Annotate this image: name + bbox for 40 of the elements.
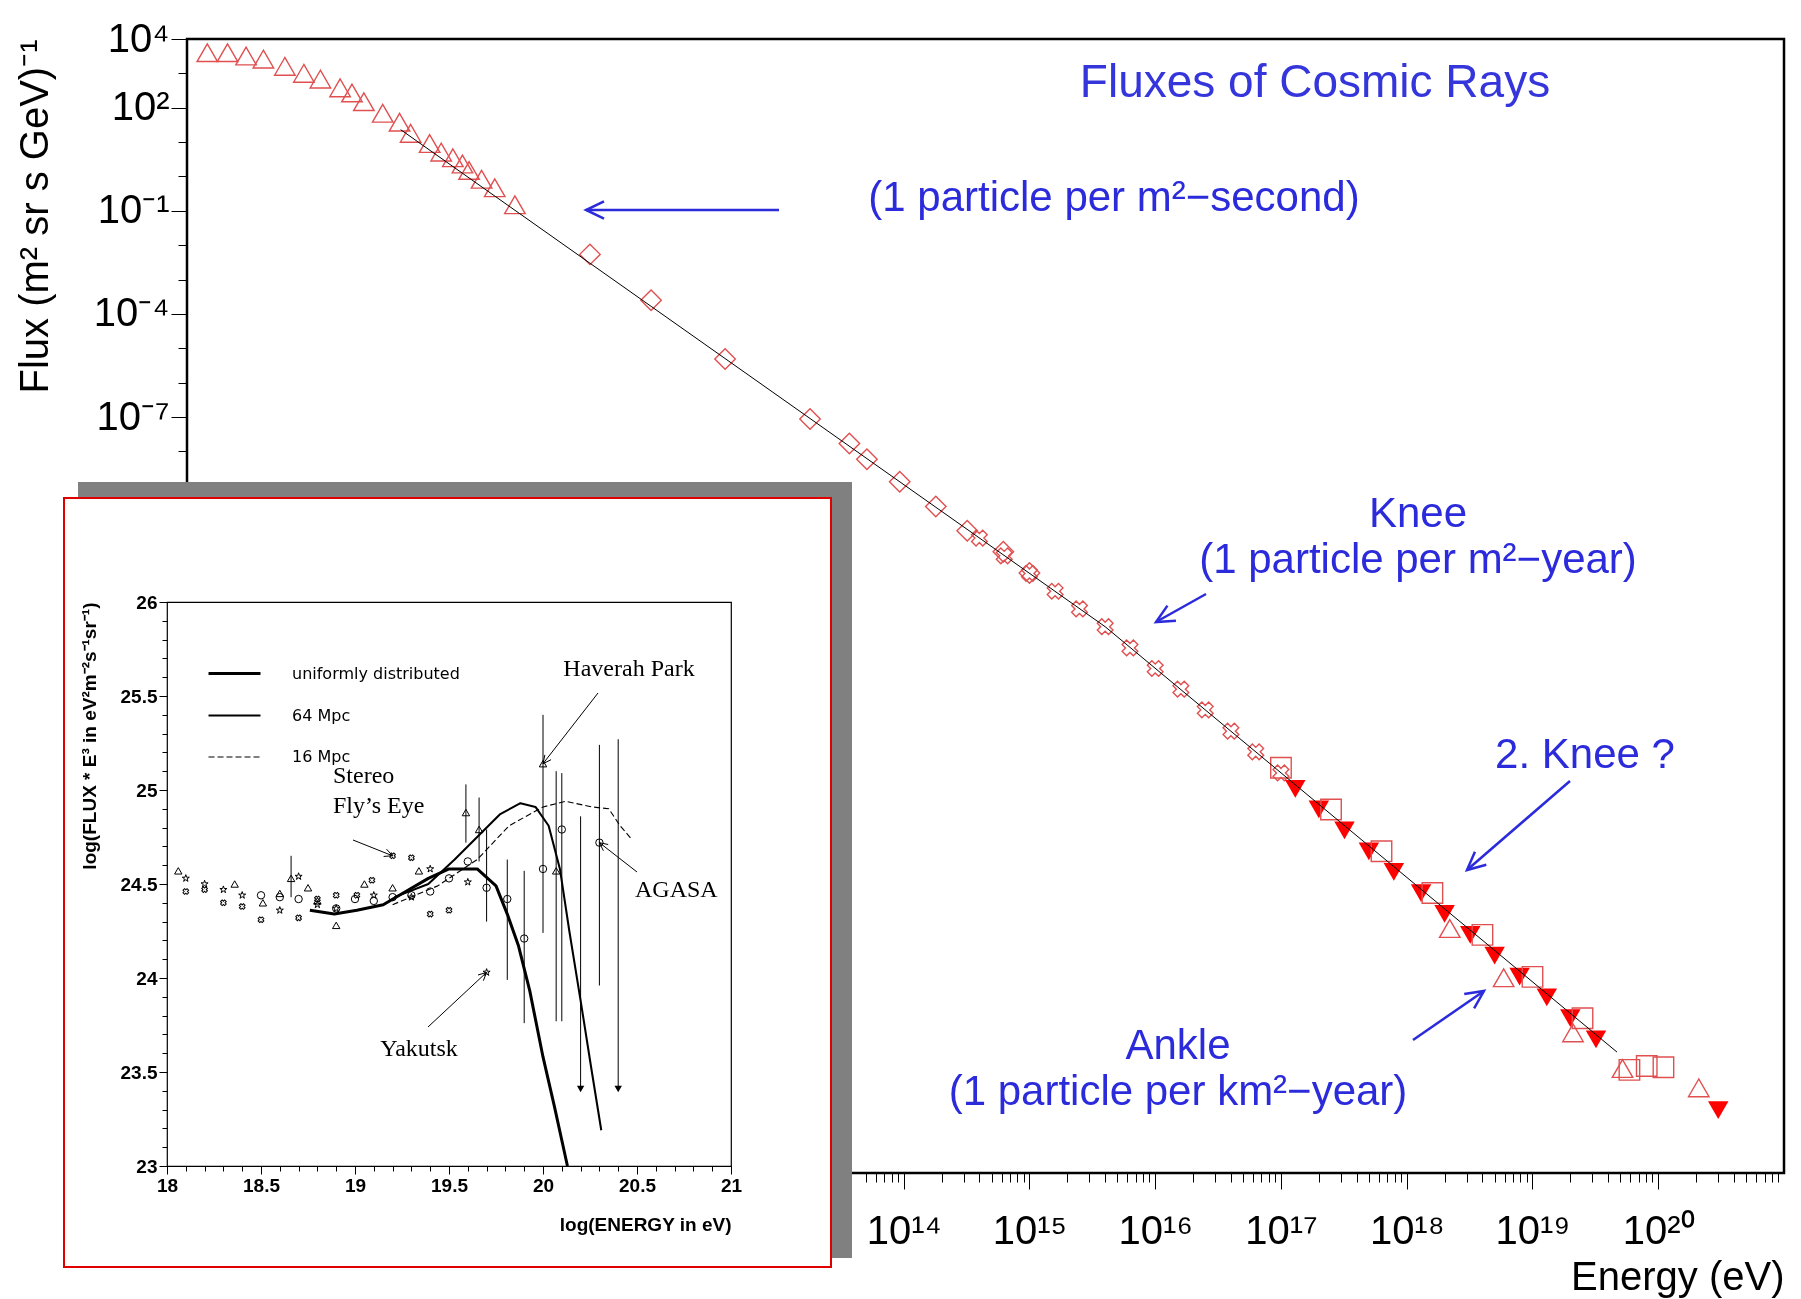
x-tick-label: 19.5 (431, 1174, 469, 1196)
legend-label: 64 Mpc (292, 705, 351, 725)
y-tick-label: 10² (111, 84, 170, 129)
annotation: Knee (1 particle per m²−year) (1199, 489, 1637, 582)
y-tick-label: 10⁻¹ (97, 187, 170, 232)
y-axis-title: log(FLUX * E³ in eV²m⁻²s⁻¹sr⁻¹) (78, 602, 100, 870)
x-axis-title: log(ENERGY in eV) (559, 1213, 732, 1235)
y-tick-label: 10⁴ (107, 15, 170, 60)
y-tick-label: 24 (136, 967, 158, 989)
x-tick-label: 20 (532, 1174, 555, 1196)
y-tick-label: 24.5 (120, 873, 158, 895)
y-tick-label: 23 (136, 1155, 158, 1177)
x-tick-label: 19 (344, 1174, 367, 1196)
x-tick-label: 10²⁰ (1622, 1207, 1695, 1252)
x-tick-label: 10¹⁵ (992, 1207, 1068, 1252)
y-tick-label: 25 (136, 779, 158, 801)
annotation: Ankle (1 particle per km²−year) (948, 1021, 1408, 1114)
legend-label: uniformly distributed (292, 663, 460, 683)
x-tick-label: 10¹⁸ (1369, 1207, 1445, 1252)
annotation: (1 particle per m²−second) (868, 173, 1360, 220)
y-tick-label: 23.5 (120, 1061, 158, 1083)
y-tick-label: 10⁻⁷ (96, 393, 170, 438)
y-axis-title: Flux (m² sr s GeV)⁻¹ (11, 39, 56, 394)
y-tick-label: 26 (136, 591, 158, 613)
annotation: 2. Knee ? (1495, 730, 1675, 777)
x-tick-label: 18.5 (243, 1174, 281, 1196)
x-tick-label: 21 (720, 1174, 743, 1196)
x-tick-label: 10¹⁹ (1495, 1207, 1571, 1252)
x-tick-label: 10¹⁴ (866, 1207, 942, 1252)
x-tick-label: 10¹⁶ (1118, 1207, 1193, 1252)
y-tick-label: 10⁻⁴ (93, 290, 170, 335)
x-axis-title: Energy (eV) (1571, 1253, 1785, 1298)
annotation: Yakutsk (380, 1035, 458, 1061)
x-tick-label: 10¹⁷ (1245, 1207, 1318, 1252)
annotation: Haverah Park (563, 655, 695, 681)
annotation: AGASA (635, 876, 719, 902)
chart-title: Fluxes of Cosmic Rays (1079, 55, 1551, 107)
x-tick-label: 20.5 (619, 1174, 657, 1196)
y-tick-label: 25.5 (120, 685, 158, 707)
x-tick-label: 18 (156, 1174, 179, 1196)
